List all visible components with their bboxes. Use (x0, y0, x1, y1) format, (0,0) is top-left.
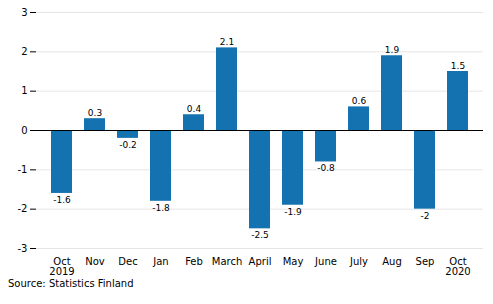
svg-text:0.3: 0.3 (88, 108, 102, 118)
svg-text:May: May (283, 256, 304, 267)
svg-text:-1.9: -1.9 (284, 207, 302, 217)
svg-text:Feb: Feb (185, 256, 203, 267)
svg-text:1: 1 (21, 85, 27, 96)
svg-text:-2: -2 (421, 211, 430, 221)
svg-text:April: April (249, 256, 272, 267)
svg-text:0.4: 0.4 (187, 104, 202, 114)
html-text:Source: Statistics Finland: Source: Statistics Finland (8, 278, 134, 289)
svg-text:0: 0 (21, 125, 27, 136)
svg-text:Jan: Jan (152, 256, 168, 267)
svg-text:2.1: 2.1 (220, 37, 234, 47)
svg-text:-1.6: -1.6 (53, 195, 71, 205)
svg-text:2: 2 (21, 46, 27, 57)
svg-text:March: March (212, 256, 242, 267)
svg-text:Aug: Aug (382, 256, 402, 267)
svg-text:Oct2020: Oct2020 (445, 256, 470, 277)
svg-text:1.5: 1.5 (451, 61, 465, 71)
svg-text:Dec: Dec (118, 256, 137, 267)
svg-text:-0.8: -0.8 (317, 163, 335, 173)
svg-text:June: June (314, 256, 337, 267)
svg-text:July: July (349, 256, 368, 267)
svg-text:Nov: Nov (85, 256, 105, 267)
svg-text:-2.5: -2.5 (251, 230, 269, 240)
svg-text:1.9: 1.9 (385, 45, 400, 55)
svg-text:Oct2019: Oct2019 (49, 256, 74, 277)
svg-text:3: 3 (21, 7, 27, 18)
svg-text:-3: -3 (18, 243, 28, 254)
svg-text:0.6: 0.6 (352, 96, 367, 106)
svg-text:-1.8: -1.8 (152, 203, 170, 213)
svg-text:-1: -1 (18, 164, 28, 175)
svg-text:-2: -2 (18, 203, 28, 214)
svg-text:Sep: Sep (416, 256, 435, 267)
svg-text:-0.2: -0.2 (119, 140, 137, 150)
